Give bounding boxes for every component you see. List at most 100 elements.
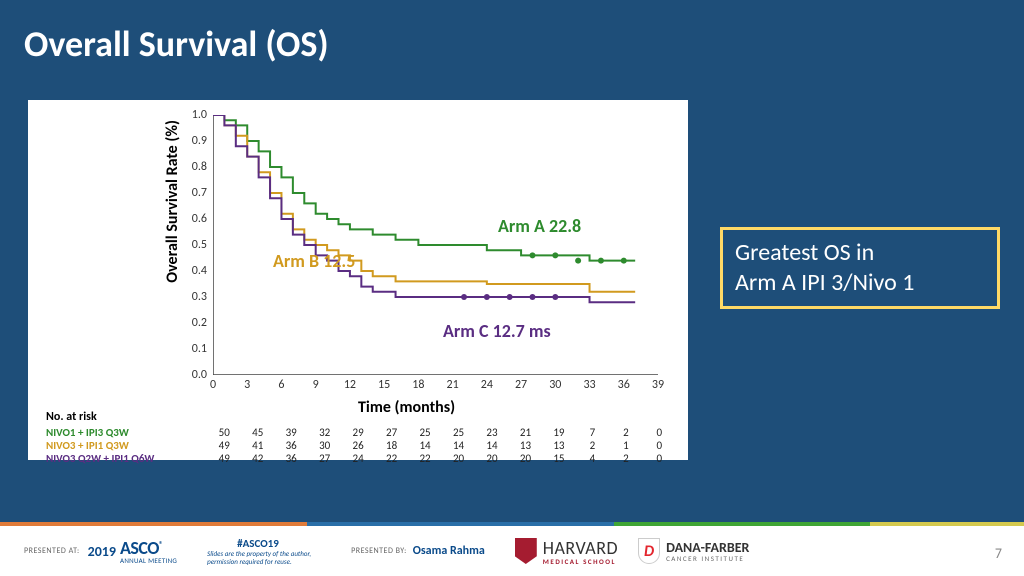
asco-year: 2019 [88,543,116,560]
y-tick-label: 0.8 [181,160,207,174]
y-tick-label: 0.9 [181,134,207,148]
y-tick-label: 0.5 [181,238,207,252]
presented-by-label: PRESENTED BY: [351,546,407,556]
risk-cell: 29 [341,426,374,439]
risk-cell: 4 [576,452,609,465]
risk-cell: 26 [341,439,374,452]
harvard-sub: MEDICAL SCHOOL [543,557,618,566]
presented-at-label: PRESENTED AT: [24,546,80,556]
risk-cell: 13 [509,439,542,452]
y-tick-label: 0.6 [181,212,207,226]
risk-cell: 0 [643,426,676,439]
asco-hashtag: #ASCO19 [237,537,311,550]
slide-number: 7 [995,545,1002,562]
risk-cell: 14 [408,439,441,452]
risk-row-label: NIVO1 + IPI3 Q3W [46,426,208,439]
risk-cell: 45 [241,426,274,439]
y-tick-label: 1.0 [181,108,207,122]
callout-line-2: Arm A IPI 3/Nivo 1 [735,268,914,297]
y-tick-label: 0.3 [181,290,207,304]
risk-cell: 20 [509,452,542,465]
footer-disclaimer-2: permission required for reuse. [207,558,311,566]
x-tick-label: 36 [614,378,634,392]
risk-cell: 20 [475,452,508,465]
risk-cell: 15 [542,452,575,465]
risk-cell: 13 [542,439,575,452]
risk-cell: 22 [375,452,408,465]
presenter-name: Osama Rahma [413,544,485,558]
risk-cell: 24 [341,452,374,465]
risk-cell: 41 [241,439,274,452]
y-axis-label: Overall Survival Rate (%) [163,120,182,283]
risk-cell: 0 [643,452,676,465]
dana-farber-logo-block: D DANA-FARBER CANCER INSTITUTE [638,538,749,564]
x-tick-label: 18 [408,378,428,392]
risk-cell: 32 [308,426,341,439]
callout-box: Greatest OS in Arm A IPI 3/Nivo 1 [720,227,1000,309]
risk-cell: 25 [408,426,441,439]
risk-cell: 36 [274,439,307,452]
y-tick-label: 0.2 [181,316,207,330]
harvard-text: HARVARD [543,537,618,559]
arm-a-annotation: Arm A 22.8 [498,215,581,237]
risk-table-row: NIVO3 + IPI1 Q3W494136302618141414131321… [46,439,676,452]
slide-footer: PRESENTED AT: 2019 ASCO® ANNUAL MEETING … [0,526,1024,576]
page-title: Overall Survival (OS) [0,0,1024,66]
risk-row-label: NIVO3 Q2W + IPI1 Q6W [46,452,208,465]
km-plot-svg [213,115,658,375]
risk-cell: 2 [609,426,642,439]
callout-line-1: Greatest OS in [735,238,874,267]
risk-cell: 23 [475,426,508,439]
harvard-shield-icon [515,538,537,564]
risk-cell: 30 [308,439,341,452]
x-tick-label: 12 [340,378,360,392]
risk-row-label: NIVO3 + IPI1 Q3W [46,439,208,452]
y-tick-label: 0.4 [181,264,207,278]
arm-c-annotation: Arm C 12.7 ms [443,320,551,342]
x-tick-label: 6 [271,378,291,392]
x-tick-label: 3 [237,378,257,392]
risk-cell: 25 [442,426,475,439]
risk-cell: 14 [442,439,475,452]
x-tick-label: 30 [545,378,565,392]
x-tick-label: 24 [477,378,497,392]
risk-cell: 2 [576,439,609,452]
risk-table-title: No. at risk [46,410,676,424]
risk-cell: 14 [475,439,508,452]
number-at-risk-table: No. at risk NIVO1 + IPI3 Q3W504539322927… [46,410,676,466]
x-tick-label: 21 [443,378,463,392]
asco-meeting-sub: ANNUAL MEETING [120,556,177,565]
risk-cell: 49 [208,439,241,452]
risk-cell: 27 [375,426,408,439]
risk-table-row: NIVO1 + IPI3 Q3W504539322927252523211972… [46,426,676,439]
arm-b-annotation: Arm B 12.5 [273,250,355,272]
risk-cell: 42 [241,452,274,465]
risk-cell: 49 [208,452,241,465]
x-tick-label: 39 [648,378,668,392]
risk-table-row: NIVO3 Q2W + IPI1 Q6W49423627242222202020… [46,452,676,465]
risk-cell: 18 [375,439,408,452]
risk-cell: 20 [442,452,475,465]
x-tick-label: 15 [374,378,394,392]
dana-farber-icon: D [638,538,660,564]
risk-cell: 0 [643,439,676,452]
x-tick-label: 0 [203,378,223,392]
risk-cell: 7 [576,426,609,439]
km-chart-container: Overall Survival Rate (%) Time (months) … [28,100,688,460]
harvard-logo-block: HARVARD MEDICAL SCHOOL [515,537,618,566]
risk-cell: 36 [274,452,307,465]
dana-farber-sub: CANCER INSTITUTE [666,554,749,563]
risk-cell: 39 [274,426,307,439]
risk-cell: 27 [308,452,341,465]
risk-cell: 50 [208,426,241,439]
asco-logo-block: 2019 ASCO® ANNUAL MEETING [88,537,178,565]
risk-cell: 22 [408,452,441,465]
risk-cell: 2 [609,452,642,465]
x-tick-label: 33 [580,378,600,392]
x-tick-label: 27 [511,378,531,392]
risk-cell: 21 [509,426,542,439]
x-tick-label: 9 [306,378,326,392]
y-tick-label: 0.7 [181,186,207,200]
risk-cell: 19 [542,426,575,439]
y-tick-label: 0.1 [181,342,207,356]
